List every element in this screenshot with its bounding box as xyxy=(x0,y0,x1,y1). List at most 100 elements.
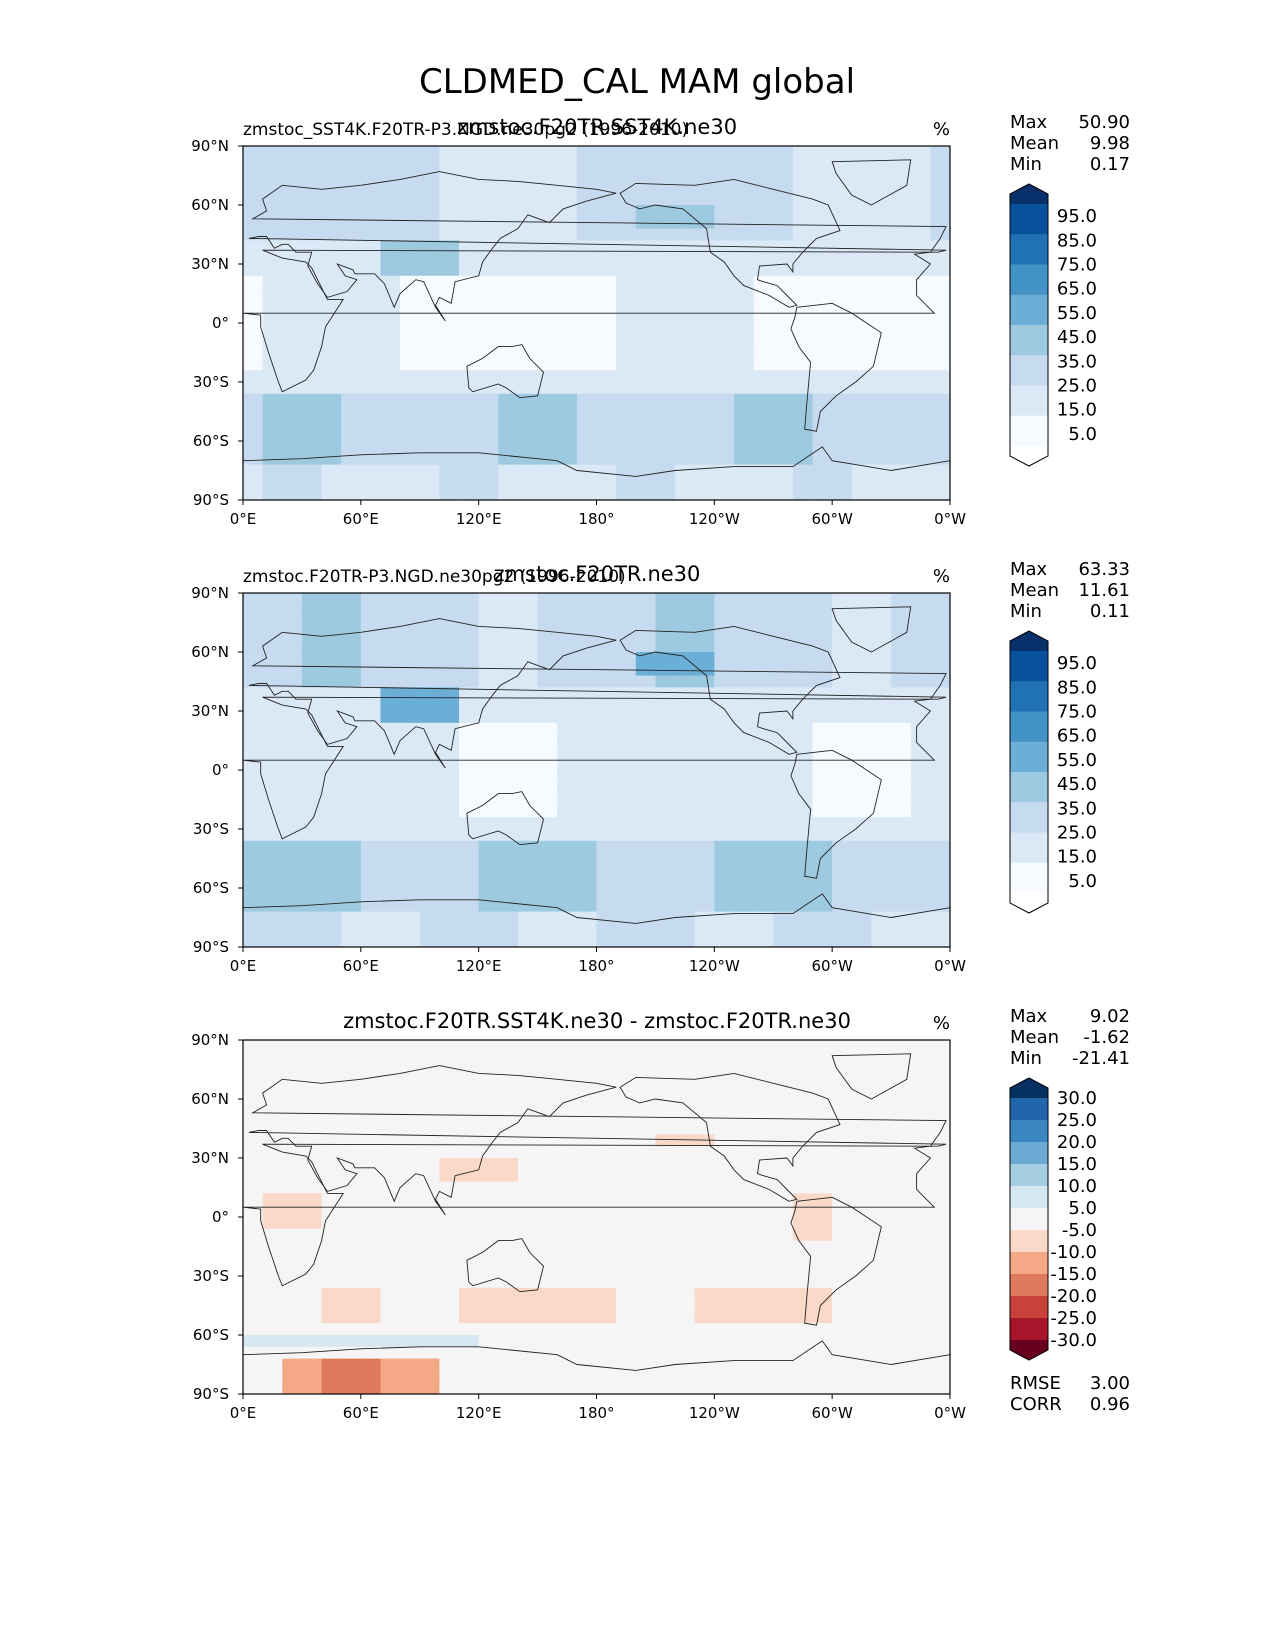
field-cell xyxy=(891,1228,912,1242)
field-cell xyxy=(576,593,598,606)
field-cell xyxy=(694,911,715,924)
field-cell xyxy=(616,770,637,783)
colorbar-tick-label: 45.0 xyxy=(1057,774,1097,795)
field-cell xyxy=(459,793,480,806)
field-cell xyxy=(832,1040,853,1053)
field-cell xyxy=(459,1323,480,1336)
field-cell xyxy=(694,1169,715,1183)
field-cell xyxy=(262,652,283,665)
field-cell xyxy=(341,464,362,477)
field-cell xyxy=(792,864,814,877)
field-cell xyxy=(773,864,794,877)
field-cell xyxy=(675,1370,696,1383)
footer-stat-value: 0.96 xyxy=(1090,1394,1130,1415)
field-cell xyxy=(753,311,774,324)
field-cell xyxy=(321,640,342,653)
field-cell xyxy=(360,1087,382,1100)
field-cell xyxy=(773,228,794,241)
field-cell xyxy=(655,852,676,865)
field-cell xyxy=(812,1110,833,1124)
field-cell xyxy=(871,652,892,665)
field-cell xyxy=(360,1252,382,1265)
colorbar-tick-label: 5.0 xyxy=(1068,871,1097,892)
field-cell xyxy=(321,323,342,336)
field-cell xyxy=(753,476,774,489)
field-cell xyxy=(321,252,342,265)
field-cell xyxy=(262,1205,283,1218)
field-cell xyxy=(616,758,637,771)
field-cell xyxy=(360,452,382,466)
field-cell xyxy=(832,1240,853,1253)
field-cell xyxy=(400,452,421,466)
field-cell xyxy=(321,722,342,736)
field-cell xyxy=(616,382,637,395)
field-cell xyxy=(871,1217,892,1230)
field-cell xyxy=(243,1110,264,1124)
field-cell xyxy=(812,323,833,336)
field-cell xyxy=(596,311,617,324)
field-cell xyxy=(930,864,950,877)
field-cell xyxy=(891,1299,912,1312)
field-cell xyxy=(675,382,696,395)
field-cell xyxy=(301,1146,323,1159)
field-cell xyxy=(930,852,950,865)
field-cell xyxy=(243,1228,264,1242)
field-cell xyxy=(341,358,362,371)
field-cell xyxy=(360,1051,382,1065)
field-cell xyxy=(891,1252,912,1265)
field-cell xyxy=(557,1311,578,1324)
field-cell xyxy=(262,216,283,230)
field-cell xyxy=(930,488,950,500)
field-cell xyxy=(832,722,853,736)
field-cell xyxy=(773,1063,794,1076)
field-cell xyxy=(910,488,931,500)
field-cell xyxy=(773,758,794,771)
field-cell xyxy=(596,770,617,783)
colorbar-swatch xyxy=(1010,355,1048,386)
field-cell xyxy=(498,323,519,336)
field-cell xyxy=(557,911,578,924)
field-cell xyxy=(753,1217,774,1230)
field-cell xyxy=(498,1299,519,1312)
field-cell xyxy=(360,1276,382,1289)
field-cell xyxy=(851,593,873,606)
field-cell xyxy=(851,1099,873,1112)
field-cell xyxy=(262,1040,283,1053)
field-cell xyxy=(478,711,499,724)
field-cell xyxy=(910,663,931,677)
field-cell xyxy=(616,1134,637,1147)
field-cell xyxy=(380,817,401,830)
colorbar-swatch xyxy=(1010,1186,1048,1209)
colorbar-tick-label: -15.0 xyxy=(1050,1264,1097,1285)
field-cell xyxy=(360,746,382,759)
field-cell xyxy=(851,240,873,253)
field-cell xyxy=(360,770,382,783)
field-cell xyxy=(812,1252,833,1265)
field-cell xyxy=(694,1299,715,1312)
field-cell xyxy=(557,604,578,618)
field-cell xyxy=(616,358,637,371)
field-cell xyxy=(576,417,598,430)
field-cell xyxy=(400,228,421,241)
colorbar-swatch xyxy=(1010,1098,1048,1121)
field-cell xyxy=(675,699,696,712)
field-cell xyxy=(930,441,950,454)
field-cell xyxy=(282,1382,303,1394)
field-cell xyxy=(753,770,774,783)
stat-label: Max xyxy=(1010,112,1048,133)
field-cell xyxy=(498,711,519,724)
field-cell xyxy=(753,899,774,913)
field-cell xyxy=(576,722,598,736)
field-cell xyxy=(694,334,715,348)
field-cell xyxy=(891,382,912,395)
field-cell xyxy=(832,228,853,241)
field-cell xyxy=(930,216,950,230)
field-cell xyxy=(871,323,892,336)
field-cell xyxy=(576,1335,598,1348)
field-cell xyxy=(459,1146,480,1159)
field-cell xyxy=(419,476,440,489)
field-cell xyxy=(478,1358,499,1371)
field-cell xyxy=(557,1228,578,1242)
panel-test: 0°E 60°E 120°E 180° 120°W 60°W 0°W90°N60°N30°N… xyxy=(191,112,1130,528)
field-cell xyxy=(576,1205,598,1218)
